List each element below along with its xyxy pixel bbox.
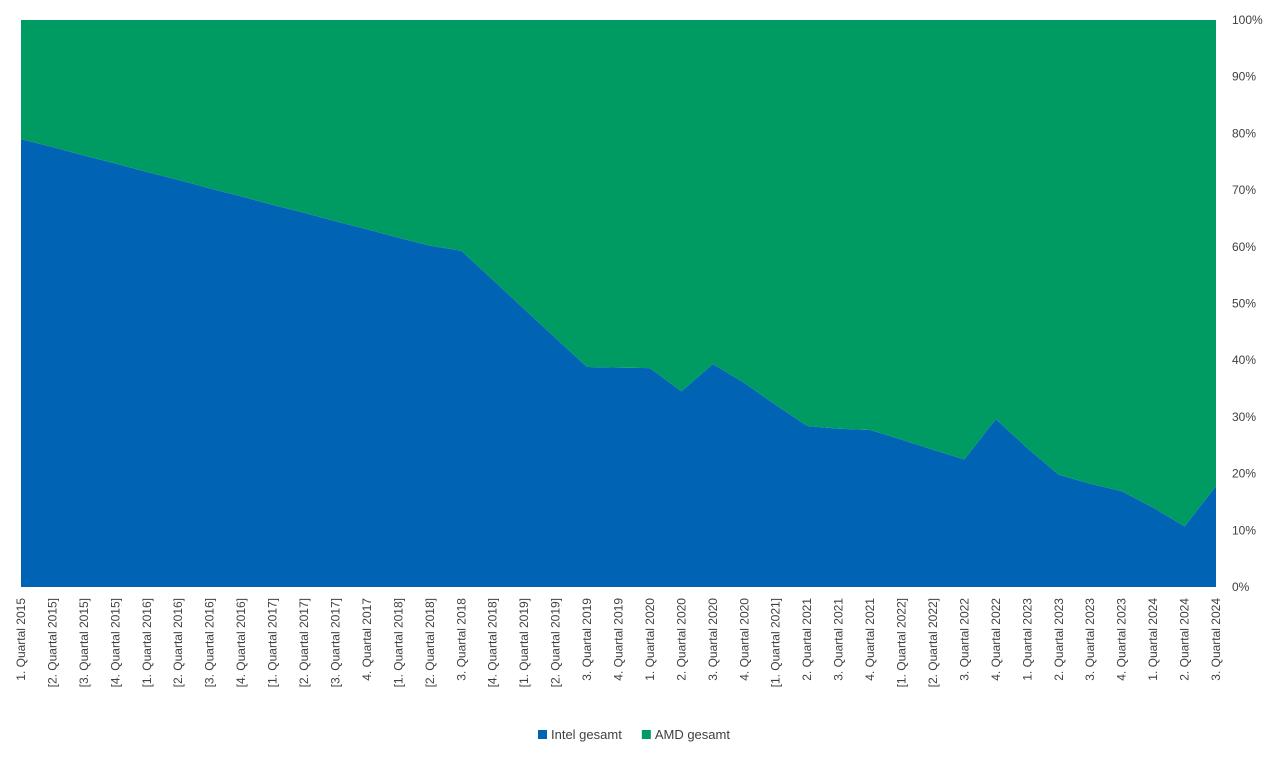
y-tick-label: 20% [1232,467,1256,481]
x-tick-label: 4. Quartal 2022 [989,598,1003,681]
x-tick-label: 4. Quartal 2021 [863,598,877,681]
x-tick-label: 1. Quartal 2023 [1020,598,1034,681]
legend-swatch [641,730,651,739]
y-tick-label: 80% [1232,126,1256,140]
x-tick-label: 3. Quartal 2024 [1209,598,1223,681]
x-tick-label: 3. Quartal 2021 [832,598,846,681]
legend: Intel gesamt AMD gesamt [538,727,730,742]
x-tick-label: [4. Quartal 2018] [486,598,500,687]
y-tick-label: 0% [1232,580,1250,594]
y-tick-label: 60% [1232,240,1256,254]
legend-swatch [538,730,547,739]
x-tick-label: 2. Quartal 2024 [1178,598,1192,681]
x-tick-label: [2. Quartal 2016] [171,598,185,687]
y-tick-label: 40% [1232,353,1256,367]
x-tick-label: 1. Quartal 2015 [14,598,28,681]
x-tick-label: 3. Quartal 2019 [580,598,594,681]
x-tick-label: 1. Quartal 2024 [1146,598,1160,681]
y-tick-label: 30% [1232,410,1256,424]
x-tick-label: 4. Quartal 2019 [612,598,626,681]
x-tick-label: 3. Quartal 2018 [454,598,468,681]
x-tick-label: 3. Quartal 2023 [1083,598,1097,681]
x-tick-label: [4. Quartal 2016] [234,598,248,687]
x-tick-label: [3. Quartal 2016] [203,598,217,687]
x-tick-label: 2. Quartal 2020 [674,598,688,681]
y-tick-label: 50% [1232,297,1256,311]
x-tick-label: 4. Quartal 2017 [360,598,374,681]
legend-label: AMD gesamt [655,727,731,742]
x-tick-label: [2. Quartal 2017] [297,598,311,687]
x-tick-label: [1. Quartal 2016] [140,598,154,687]
y-tick-label: 70% [1232,183,1256,197]
x-tick-label: [1. Quartal 2021] [769,598,783,687]
x-tick-label: 1. Quartal 2020 [643,598,657,681]
x-axis: 1. Quartal 2015 [2. Quartal 2015] [3. Quar… [14,598,1223,688]
x-tick-label: 3. Quartal 2020 [706,598,720,681]
x-tick-label: [3. Quartal 2017] [328,598,342,687]
x-tick-label: [2. Quartal 2018] [423,598,437,687]
y-tick-label: 10% [1232,523,1256,537]
x-tick-label: [4. Quartal 2015] [108,598,122,687]
x-tick-label: 2. Quartal 2021 [800,598,814,681]
x-tick-label: [2. Quartal 2019] [549,598,563,687]
x-tick-label: 2. Quartal 2023 [1052,598,1066,681]
x-tick-label: [1. Quartal 2017] [266,598,280,687]
x-tick-label: [1. Quartal 2019] [517,598,531,687]
x-tick-label: [2. Quartal 2022] [926,598,940,687]
x-tick-label: [2. Quartal 2015] [45,598,59,687]
x-tick-label: [3. Quartal 2015] [77,598,91,687]
x-tick-label: [1. Quartal 2018] [391,598,405,687]
y-tick-label: 100% [1232,13,1263,27]
area-intel-gesamt [21,139,1216,587]
y-axis: 0% 10% 20% 30% 40% 50% 60% 70% 80% 90% 100% [1232,13,1263,594]
x-tick-label: 4. Quartal 2020 [737,598,751,681]
x-tick-label: [1. Quartal 2022] [895,598,909,687]
chart-areas [21,20,1216,587]
area-amd-gesamt [21,20,1216,527]
x-tick-label: 4. Quartal 2023 [1115,598,1129,681]
legend-label: Intel gesamt [551,727,622,742]
x-tick-label: 3. Quartal 2022 [957,598,971,681]
y-tick-label: 90% [1232,70,1256,84]
